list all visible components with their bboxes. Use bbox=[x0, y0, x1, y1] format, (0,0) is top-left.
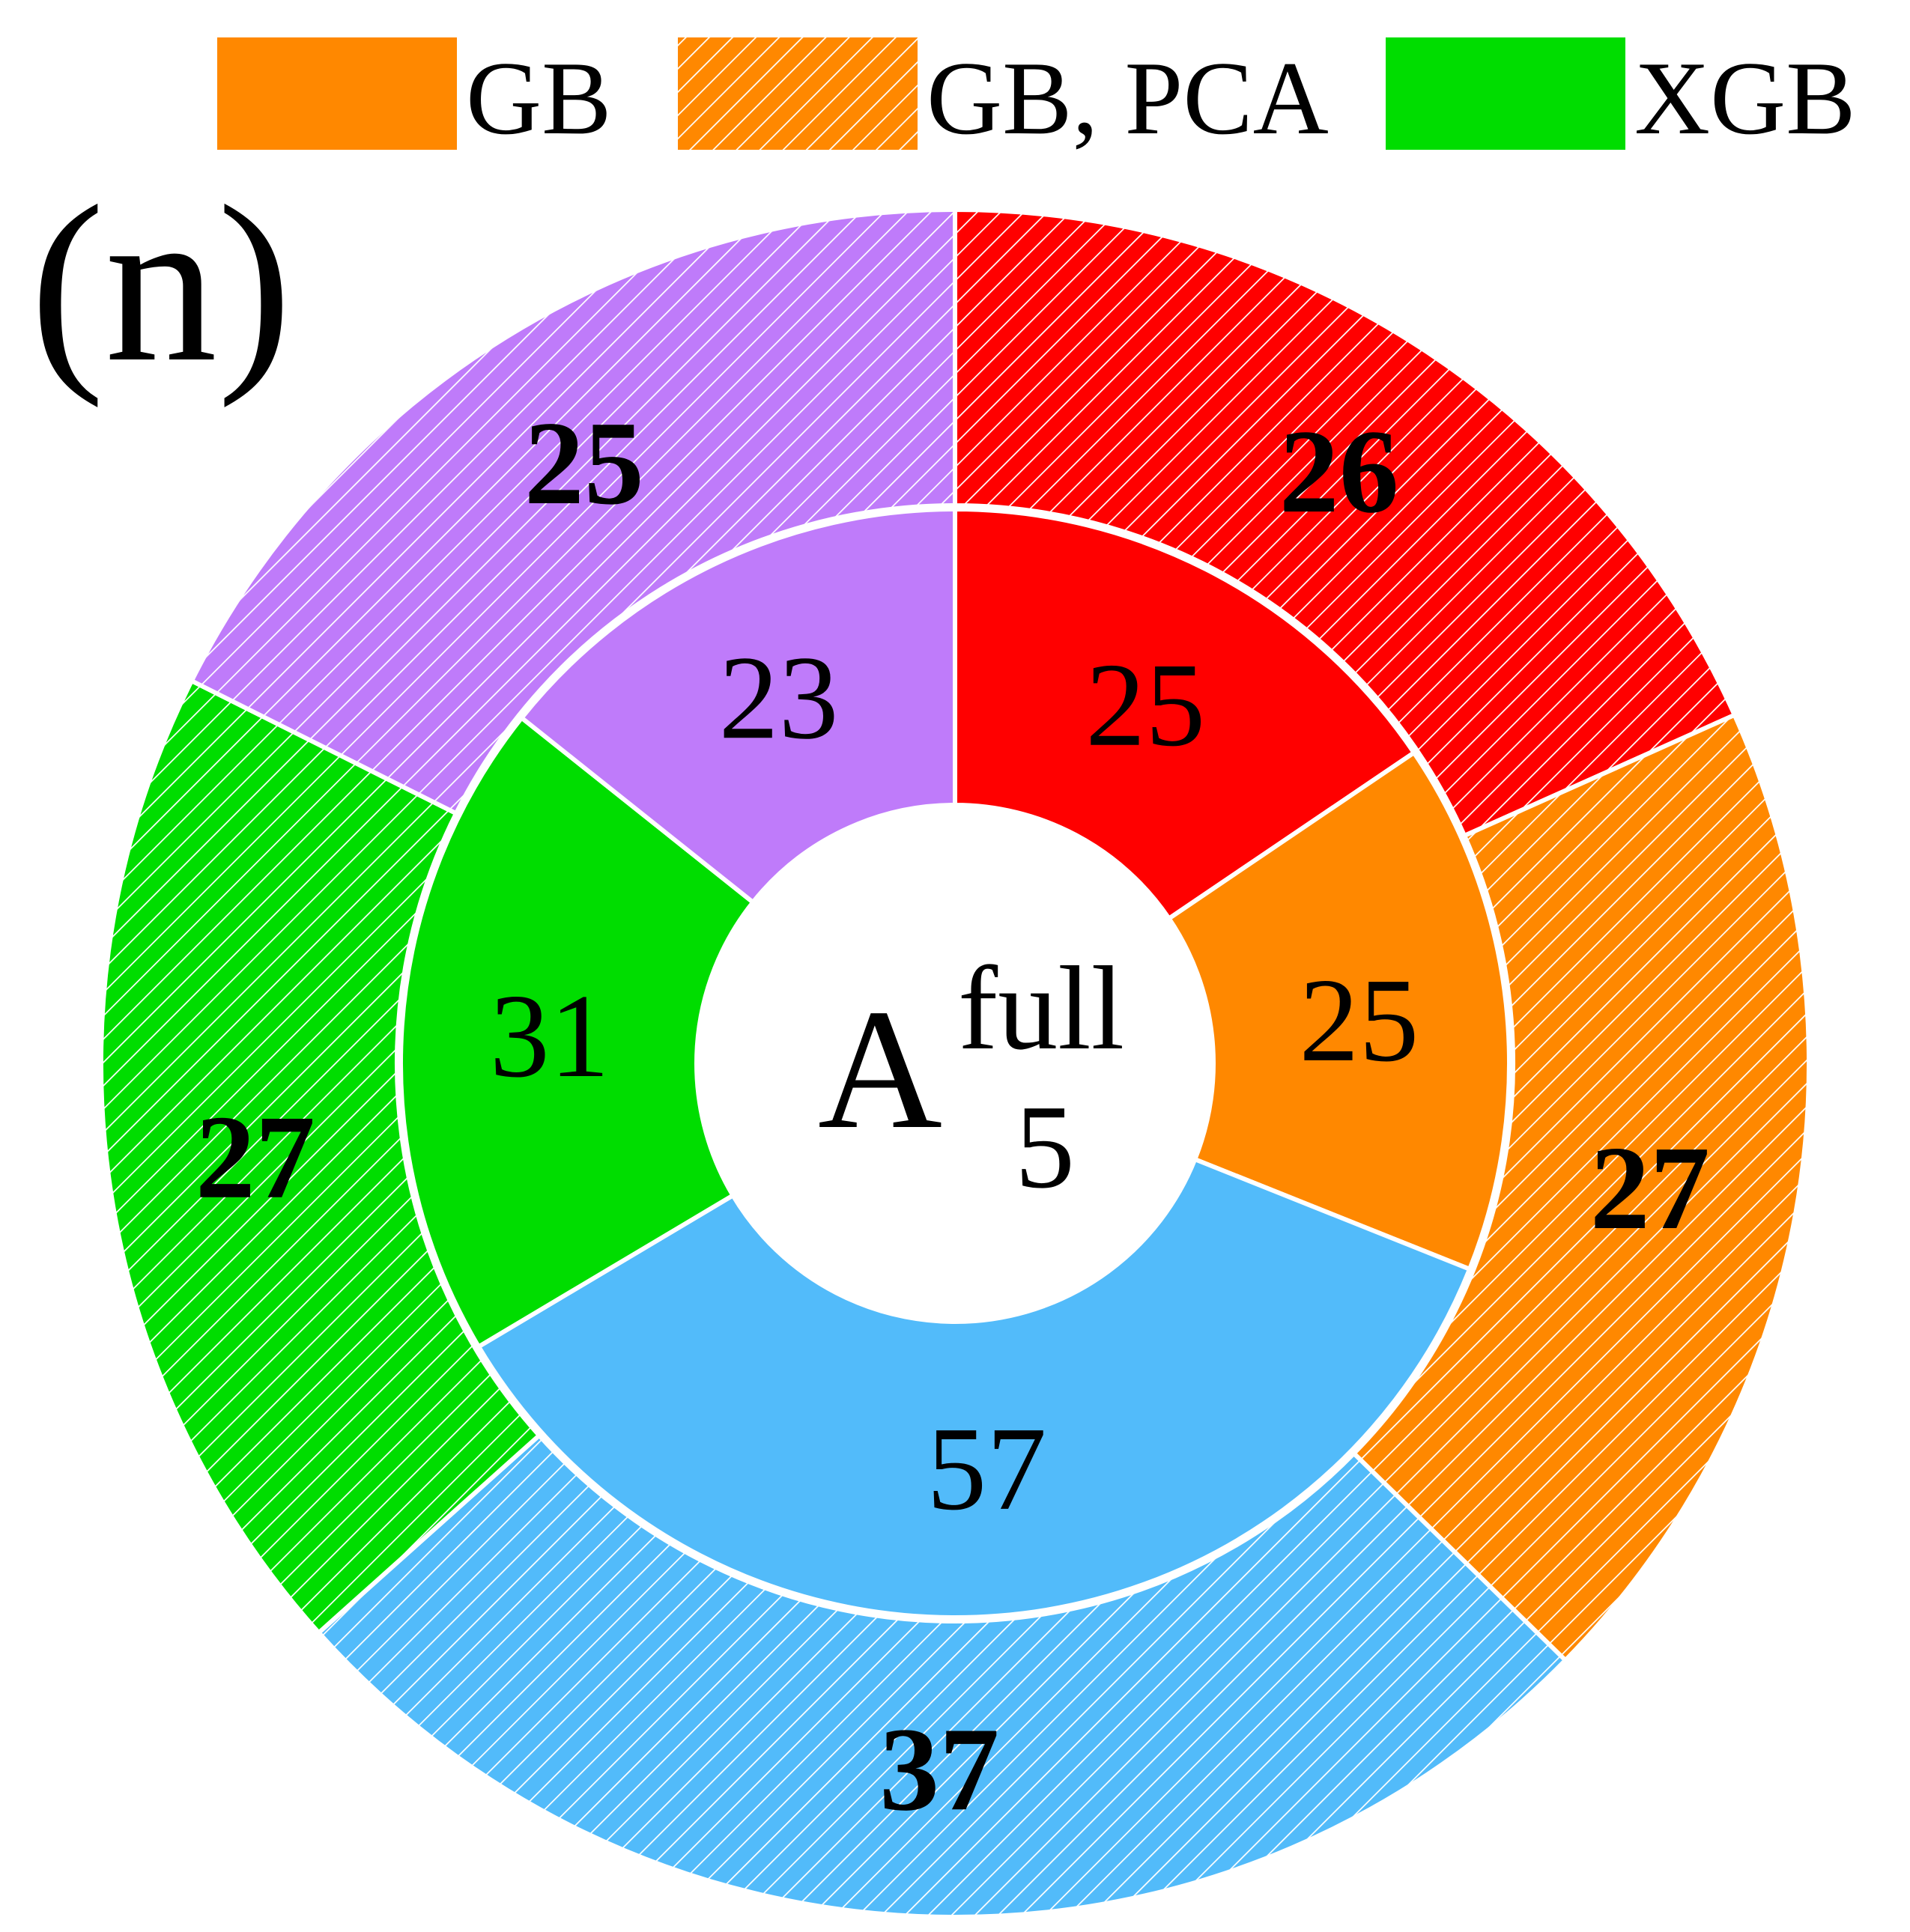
outer-ring-value-label: 37 bbox=[879, 1702, 999, 1835]
legend-label: GB bbox=[466, 40, 611, 157]
outer-ring-slice bbox=[315, 1432, 1569, 1919]
inner-ring-slice bbox=[953, 506, 1417, 922]
inner-ring-value-label: 31 bbox=[490, 969, 610, 1102]
legend: GB GB, PCA XGB bbox=[217, 37, 1856, 157]
inner-ring-slice bbox=[1165, 749, 1512, 1272]
ring-inner: 25 25 57 31 23 bbox=[398, 506, 1512, 1620]
center-label-superscript: full bbox=[958, 941, 1124, 1075]
inner-ring-value-label: 23 bbox=[719, 631, 839, 764]
outer-ring-value-label: 25 bbox=[524, 396, 644, 529]
outer-ring-slice bbox=[1350, 711, 1811, 1664]
panel-label: (n) bbox=[30, 160, 292, 409]
outer-ring-value-label: 26 bbox=[1279, 404, 1399, 538]
inner-ring-slice bbox=[398, 714, 757, 1350]
inner-ring-value-label: 57 bbox=[927, 1402, 1046, 1535]
legend-label: GB, PCA bbox=[927, 40, 1329, 157]
center-label-main: A bbox=[818, 973, 942, 1164]
legend-label: XGB bbox=[1634, 40, 1856, 157]
outer-ring-value-label: 27 bbox=[195, 1090, 315, 1224]
outer-ring-slice bbox=[188, 207, 957, 817]
outer-ring-slice bbox=[99, 678, 543, 1636]
center-label: A full 5 bbox=[818, 941, 1124, 1213]
ring-outer: 26 27 37 27 25 bbox=[99, 207, 1811, 1919]
inner-ring-slice bbox=[518, 506, 957, 906]
legend-swatch bbox=[678, 37, 918, 150]
inner-ring-value-label: 25 bbox=[1299, 953, 1419, 1087]
inner-ring-slice bbox=[475, 1156, 1473, 1620]
rings: 25 25 57 31 23 26 27 37 27 25 bbox=[99, 207, 1811, 1919]
legend-swatch bbox=[217, 37, 457, 150]
outer-ring-slice bbox=[953, 207, 1738, 839]
center-label-subscript: 5 bbox=[1015, 1080, 1075, 1213]
legend-swatch bbox=[1386, 37, 1625, 150]
outer-ring-value-label: 27 bbox=[1590, 1121, 1710, 1254]
inner-ring-value-label: 25 bbox=[1085, 638, 1205, 771]
